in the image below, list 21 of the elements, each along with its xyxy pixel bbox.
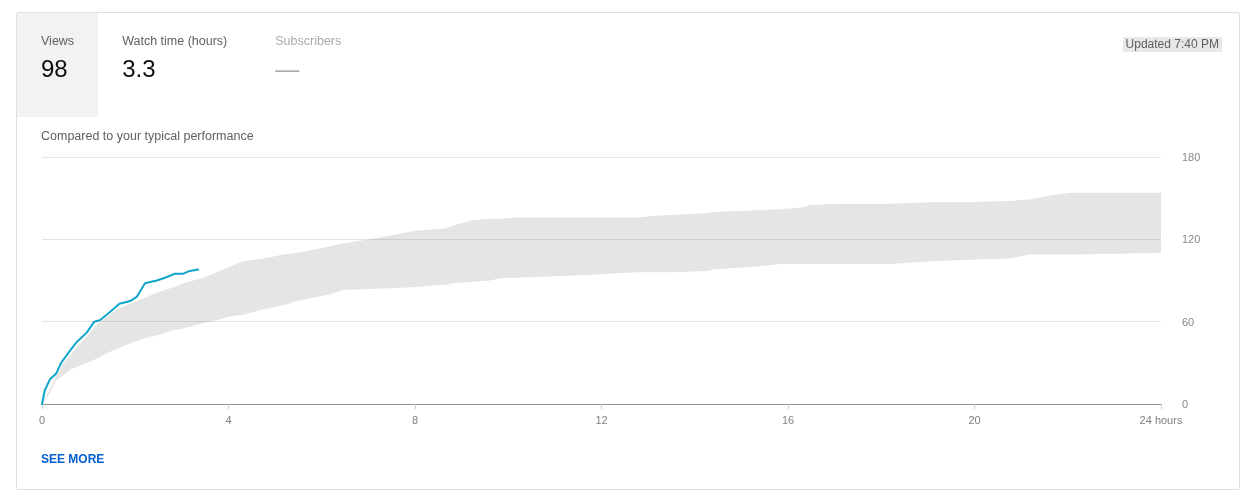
text: Watch time (hours) bbox=[122, 33, 228, 49]
text: Views bbox=[41, 33, 75, 49]
x-tick-label: 16 bbox=[781, 413, 795, 426]
chart-subtitle: Compared to your typical performance bbox=[41, 128, 254, 144]
text: — bbox=[275, 55, 300, 83]
text: Updated 7:40 PM bbox=[1122, 37, 1222, 52]
x-tick-label: 20 bbox=[968, 413, 981, 426]
text: Subscribers bbox=[275, 33, 342, 49]
y-tick-label: 60 bbox=[1182, 315, 1195, 328]
y-tick-label: 120 bbox=[1182, 233, 1201, 246]
line-series bbox=[41, 268, 200, 405]
text: SEE MORE bbox=[41, 451, 105, 467]
x-tick-label: 8 bbox=[411, 413, 419, 426]
x-tick-label: 24 hours bbox=[1139, 413, 1183, 426]
x-tick-label: 0 bbox=[38, 413, 46, 426]
x-tick-label: 12 bbox=[595, 413, 608, 426]
text: 98 bbox=[41, 55, 68, 83]
text: 3.3 bbox=[122, 55, 156, 83]
y-tick-label: 180 bbox=[1182, 151, 1201, 163]
y-tick-label: 0 bbox=[1182, 398, 1189, 410]
x-tick-label: 4 bbox=[225, 413, 232, 426]
